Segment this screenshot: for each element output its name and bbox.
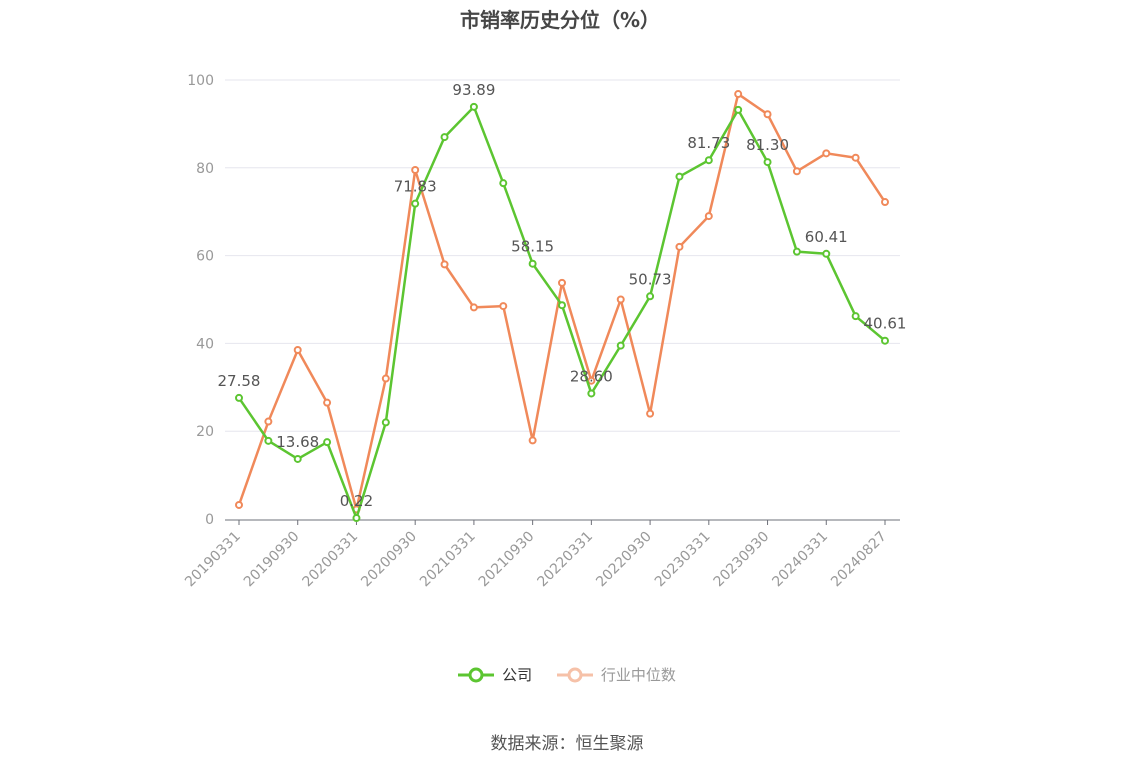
y-tick-label: 20 <box>196 424 214 440</box>
data-point <box>851 312 860 321</box>
data-point <box>381 418 390 427</box>
data-point <box>763 110 772 119</box>
data-point <box>264 436 273 445</box>
legend-item-company[interactable]: 公司 <box>458 664 532 685</box>
data-point <box>616 295 625 304</box>
data-source: 数据来源：恒生聚源 <box>490 734 644 754</box>
legend-label-industry: 行业中位数 <box>600 666 676 684</box>
data-point <box>293 345 302 354</box>
legend-marker-company-icon <box>458 667 495 682</box>
x-tick-label: 20240331 <box>769 529 831 591</box>
x-tick-label: 20200331 <box>300 529 362 591</box>
data-point <box>469 102 478 111</box>
data-label: 60.41 <box>805 228 848 246</box>
data-point <box>704 212 713 221</box>
data-point <box>499 179 508 188</box>
y-tick-label: 60 <box>196 249 214 265</box>
data-label: 81.30 <box>746 136 789 154</box>
data-point <box>675 242 684 251</box>
data-point <box>235 500 243 509</box>
y-tick-label: 80 <box>196 161 214 177</box>
data-point <box>822 249 831 258</box>
x-axis: 2019033120190930202003312020093020210331… <box>182 519 900 591</box>
data-point <box>616 341 625 350</box>
legend: 公司 行业中位数 <box>0 664 1134 687</box>
data-point <box>822 149 831 158</box>
data-point <box>381 374 390 383</box>
data-label: 40.61 <box>864 315 907 333</box>
data-point <box>499 302 508 311</box>
data-label: 28.60 <box>570 367 613 385</box>
data-point <box>558 301 566 310</box>
data-point <box>528 436 537 445</box>
data-label: 0.22 <box>340 492 373 510</box>
data-label: 50.73 <box>629 270 672 288</box>
x-tick-label: 20190331 <box>182 529 244 591</box>
data-point <box>411 165 420 174</box>
y-axis-ticks: 0 20 40 60 80 100 <box>187 73 214 528</box>
x-tick-label: 20210331 <box>417 529 479 591</box>
data-point <box>851 153 860 162</box>
legend-item-industry[interactable]: 行业中位数 <box>556 664 676 685</box>
data-label: 71.83 <box>394 178 437 196</box>
data-point <box>704 156 713 165</box>
data-label: 13.68 <box>276 433 319 451</box>
data-point <box>734 90 743 99</box>
data-point <box>734 105 743 114</box>
data-point <box>264 417 273 426</box>
data-label: 81.73 <box>687 134 730 152</box>
data-point <box>528 259 537 268</box>
series-lines <box>235 90 889 523</box>
data-point <box>469 303 478 312</box>
data-point <box>763 158 772 167</box>
data-point <box>293 454 302 463</box>
y-tick-label: 100 <box>187 73 214 89</box>
data-point <box>646 409 655 418</box>
data-point <box>323 438 332 447</box>
data-labels: 27.58 13.68 0.22 71.83 93.89 58.15 28.60 50.73 8… <box>218 81 907 510</box>
data-point <box>792 247 801 256</box>
grid-lines <box>225 79 900 432</box>
data-point <box>792 167 801 176</box>
y-tick-label: 40 <box>196 336 214 352</box>
x-tick-label: 20210930 <box>476 529 538 591</box>
data-point <box>352 514 361 523</box>
data-point <box>587 389 596 398</box>
data-point <box>558 278 566 287</box>
data-point <box>440 260 449 269</box>
x-tick-label: 20200930 <box>358 529 420 591</box>
legend-label-company: 公司 <box>502 666 533 684</box>
data-label: 27.58 <box>218 372 261 390</box>
data-point <box>881 336 889 345</box>
data-point <box>646 292 655 301</box>
data-point <box>881 198 889 207</box>
data-label: 58.15 <box>511 238 554 256</box>
chart-title: 市销率历史分位（%） <box>459 8 661 32</box>
x-tick-label: 20230930 <box>711 529 773 591</box>
x-tick-label: 20220930 <box>593 529 655 591</box>
x-tick-label: 20190930 <box>241 529 303 591</box>
data-point <box>675 172 684 181</box>
data-label: 93.89 <box>452 81 495 99</box>
data-point <box>440 133 449 142</box>
x-tick-label: 20220331 <box>534 529 596 591</box>
data-point <box>411 199 420 208</box>
x-tick-label: 20230331 <box>652 529 714 591</box>
data-point <box>235 393 243 402</box>
series-line-0 <box>237 105 886 520</box>
legend-marker-industry-icon <box>556 667 593 682</box>
x-tick-label: 20240827 <box>828 529 890 591</box>
data-point <box>323 398 332 407</box>
y-tick-label: 0 <box>205 512 214 528</box>
